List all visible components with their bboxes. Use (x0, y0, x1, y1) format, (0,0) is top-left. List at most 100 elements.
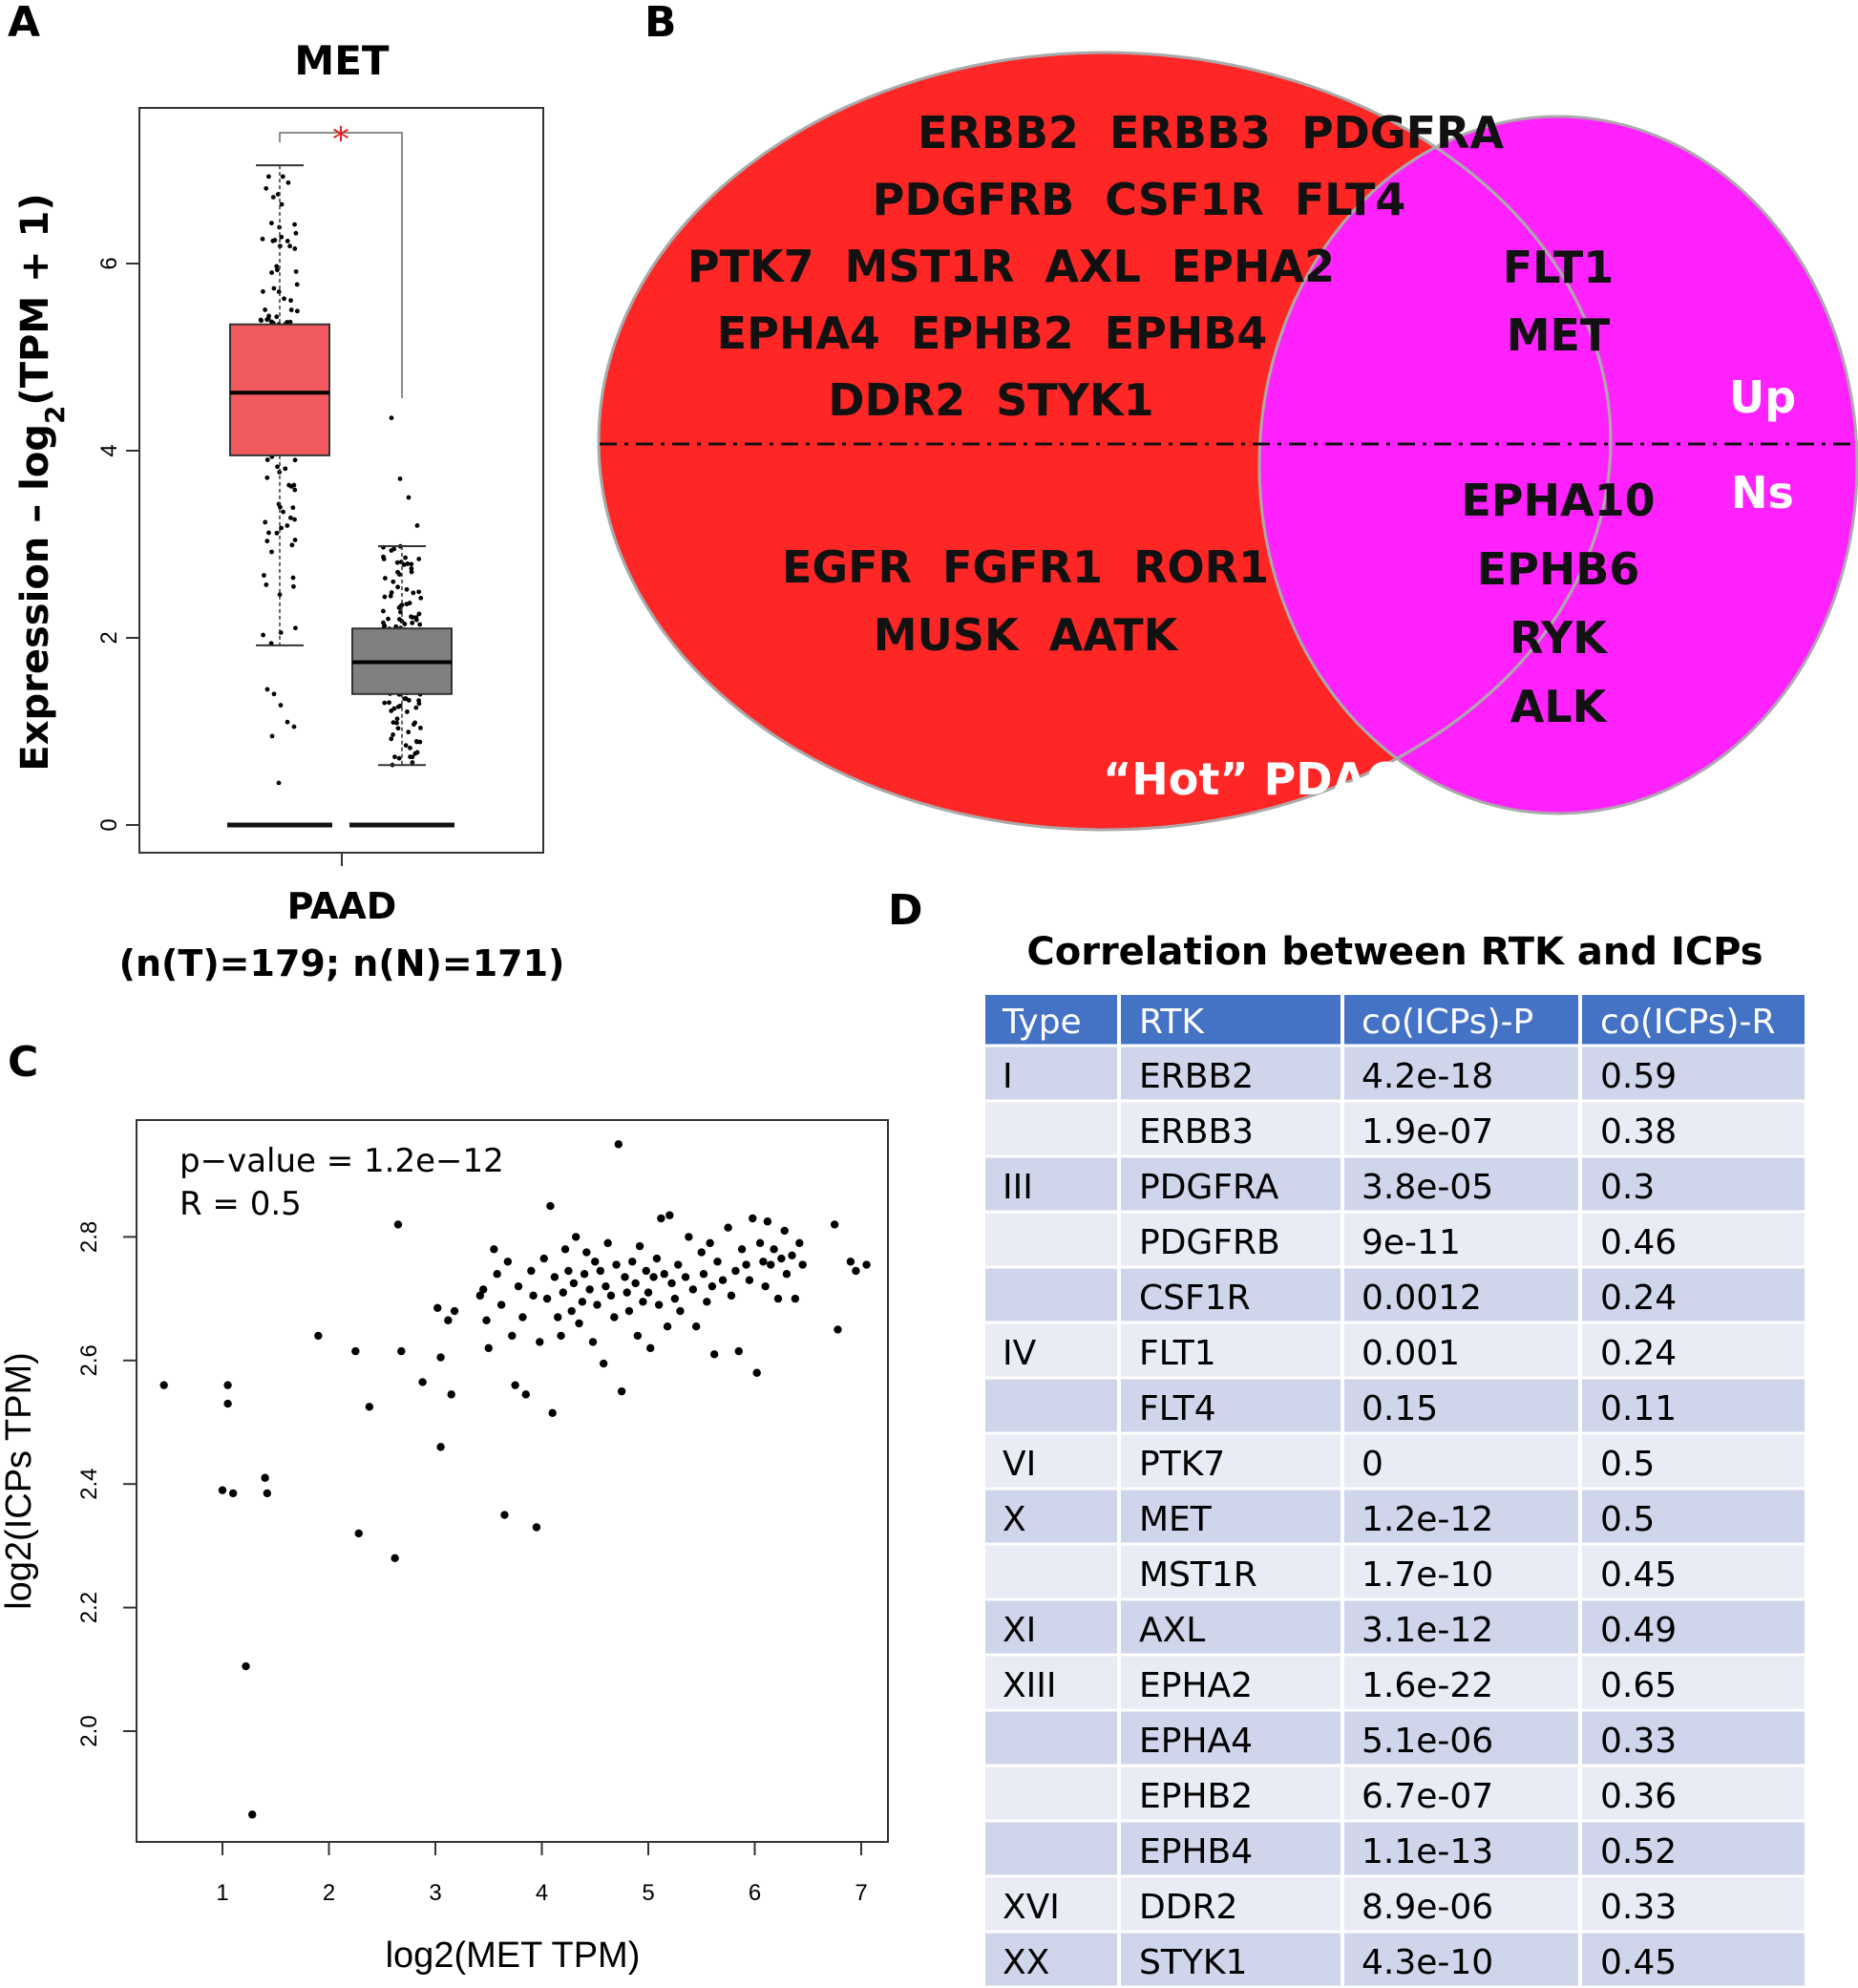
scatter-point (242, 1661, 250, 1671)
boxplot-sample-point (401, 561, 407, 567)
boxplot-sample-point (270, 238, 276, 243)
venn-left-up-gene-row: EPHA4 EPHB2 EPHB4 (717, 307, 1268, 359)
boxplot-sample-point (274, 530, 280, 536)
boxplot-outlier (414, 523, 420, 528)
scatter-point (752, 1368, 761, 1377)
scatter-point (521, 1390, 530, 1399)
table-cell: X (1003, 1500, 1026, 1539)
scatter-point (755, 1238, 765, 1248)
table-cell: XVI (1003, 1888, 1060, 1927)
table-cell: VI (1003, 1445, 1036, 1484)
scatter-point (585, 1285, 594, 1294)
scatter-point (599, 1359, 608, 1368)
scatter-point (436, 1353, 445, 1362)
scatter-point (391, 1554, 399, 1563)
scatter-point (724, 1223, 732, 1232)
table-row (985, 1766, 1805, 1821)
scatter-point (654, 1301, 664, 1309)
boxplot-sample-point (391, 732, 395, 737)
boxplot-ytick-label: 0 (96, 818, 122, 831)
scatter-point (532, 1523, 541, 1532)
venn-left-up-gene-row: ERBB2 ERBB3 PDGFRA (918, 107, 1505, 159)
boxplot-sample-point (391, 720, 396, 726)
scatter-point (508, 1331, 517, 1341)
table-row (985, 1378, 1805, 1433)
table-cell: 0.3 (1600, 1168, 1655, 1207)
scatter-xtick-label: 3 (429, 1880, 441, 1906)
boxplot-sample-point (290, 505, 296, 511)
boxplot-sample-point (389, 736, 394, 742)
boxplot-sample-point (292, 487, 298, 493)
boxplot-sample-point (418, 595, 424, 601)
boxplot-sample-point (391, 579, 396, 584)
venn-left-up-gene-row: DDR2 STYK1 (828, 374, 1153, 426)
scatter-point (612, 1260, 621, 1269)
table-cell: 0.59 (1600, 1057, 1677, 1096)
panel-label-b: B (644, 0, 677, 47)
table-row (985, 1101, 1805, 1156)
table-cell: XI (1003, 1611, 1036, 1650)
scatter-xtick-label: 4 (536, 1880, 548, 1906)
scatter-point (527, 1266, 536, 1276)
boxplot-sample-point (395, 726, 401, 731)
scatter-point (644, 1288, 653, 1297)
table-cell: 0.45 (1600, 1943, 1677, 1982)
boxplot-sample-point (409, 614, 413, 620)
boxplot-sample-point (293, 230, 299, 236)
table-cell: ERBB3 (1139, 1112, 1254, 1152)
boxplot-sample-point (414, 739, 420, 745)
boxplot-sample-point (274, 267, 280, 273)
scatter-point (490, 1245, 498, 1254)
scatter-point (511, 1381, 519, 1389)
scatter-point (718, 1276, 728, 1284)
scatter-point (602, 1281, 610, 1291)
boxplot-sample-point (260, 236, 265, 242)
table-cell: 3.8e-05 (1362, 1168, 1493, 1207)
scatter-point (685, 1233, 693, 1241)
scatter-point (633, 1331, 643, 1341)
boxplot-outlier (291, 724, 297, 730)
panel-label-a: A (8, 0, 40, 47)
scatter-point (314, 1331, 323, 1341)
boxplot-outlier (269, 733, 275, 739)
scatter-point (542, 1294, 552, 1303)
boxplot-sample-point (409, 561, 414, 567)
scatter-point (767, 1260, 775, 1269)
scatter-point (223, 1399, 232, 1408)
boxplot-sample-point (417, 725, 423, 730)
boxplot-sample-point (261, 288, 265, 294)
scatter-point (560, 1245, 570, 1254)
scatter-point (493, 1270, 501, 1279)
table-row (985, 1655, 1805, 1710)
boxplot-outlier (285, 719, 290, 725)
boxplot-sample-point (279, 201, 285, 207)
scatter-point (780, 1226, 789, 1236)
scatter-point (550, 1273, 560, 1281)
scatter-point (727, 1291, 736, 1301)
boxplot-sample-point (280, 174, 285, 180)
scatter-point (418, 1378, 427, 1386)
table-row (985, 1046, 1805, 1101)
table-cell: 0.46 (1600, 1223, 1677, 1262)
table-header-row (985, 995, 1805, 1046)
table-row (985, 1544, 1805, 1599)
boxplot-outlier (264, 687, 270, 692)
venn-up-label: Up (1729, 371, 1796, 423)
scatter-point (606, 1291, 616, 1301)
boxplot-sample-point (402, 622, 408, 626)
table-header-cell: co(ICPs)-R (1600, 1003, 1776, 1042)
boxplot-sample-point (416, 557, 422, 561)
scatter-point (580, 1270, 589, 1279)
boxplot-sample-point (396, 572, 402, 577)
scatter-ylabel: log2(ICPs TPM) (0, 1352, 39, 1610)
scatter-point (546, 1201, 555, 1211)
boxplot-sample-point (388, 593, 393, 599)
table-cell: PTK7 (1139, 1445, 1225, 1484)
table-cell: 0.33 (1600, 1888, 1677, 1927)
boxplot-sample-point (394, 720, 399, 726)
scatter-point (663, 1322, 672, 1331)
boxplot-sample-point (381, 556, 387, 561)
scatter-ytick-label: 2.4 (76, 1469, 102, 1500)
table-cell: XIII (1003, 1666, 1057, 1705)
scatter-point (578, 1298, 587, 1306)
